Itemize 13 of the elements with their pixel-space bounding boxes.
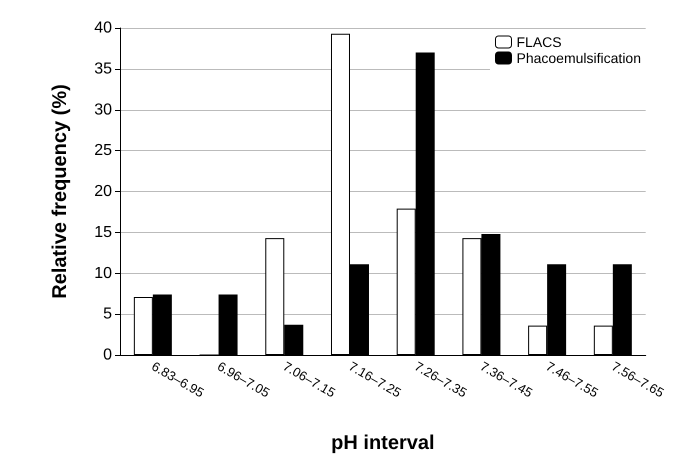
legend-label: Phacoemulsification [516, 50, 642, 66]
y-axis-title: Relative frequency (%) [49, 84, 71, 299]
x-axis-title: pH interval [331, 432, 435, 454]
y-tick-label: 5 [103, 306, 112, 323]
legend-label: FLACS [516, 34, 562, 50]
y-tick-label: 30 [94, 101, 112, 118]
y-tick-label: 35 [94, 60, 112, 78]
y-tick-label: 15 [94, 224, 112, 241]
y-tick-label: 10 [94, 264, 112, 282]
y-tick-label: 40 [94, 20, 112, 36]
y-tick-label: 20 [94, 183, 112, 200]
y-tick-label: 25 [94, 142, 112, 160]
y-tick-label: 0 [103, 346, 112, 364]
